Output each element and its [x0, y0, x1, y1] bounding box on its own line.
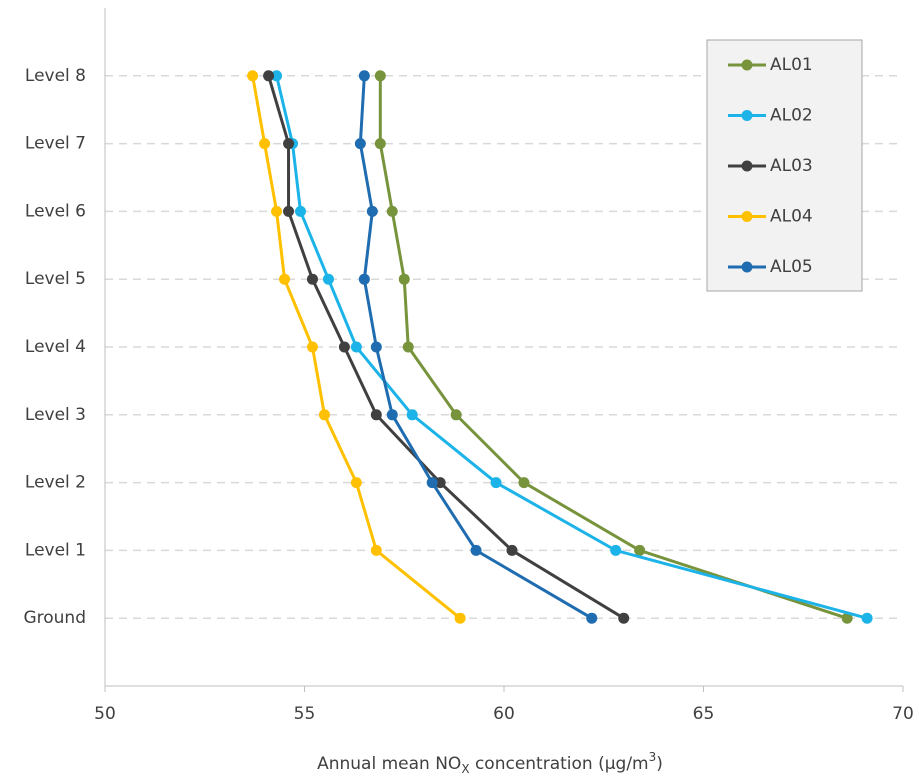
- data-point: [406, 409, 418, 421]
- legend-label: AL05: [770, 257, 813, 277]
- data-point: [634, 544, 646, 556]
- x-tick-label: 60: [493, 704, 515, 724]
- y-tick-label: Level 8: [25, 66, 86, 86]
- data-point: [586, 612, 598, 624]
- data-point: [506, 544, 518, 556]
- legend-label: AL01: [770, 55, 813, 75]
- x-axis-label-part: ): [656, 754, 663, 774]
- legend-label: AL04: [770, 207, 813, 227]
- data-point: [450, 409, 462, 421]
- y-tick-label: Level 1: [25, 540, 86, 560]
- data-point: [306, 341, 318, 353]
- legend-marker: [741, 110, 753, 121]
- x-axis-label-part: Annual mean NO: [317, 754, 461, 774]
- data-point: [434, 477, 446, 489]
- data-point: [861, 612, 873, 624]
- x-axis-label-part: X: [461, 762, 469, 776]
- data-point: [247, 70, 259, 82]
- data-point: [295, 205, 307, 217]
- x-tick-label: 70: [892, 704, 914, 724]
- data-point: [350, 341, 362, 353]
- data-point: [386, 409, 398, 421]
- data-point: [322, 273, 334, 285]
- data-point: [610, 544, 622, 556]
- legend-marker: [741, 59, 753, 71]
- data-point: [354, 138, 366, 150]
- legend-marker: [741, 160, 753, 172]
- data-point: [358, 70, 370, 82]
- data-point: [283, 205, 295, 217]
- data-point: [490, 477, 502, 489]
- data-point: [374, 138, 386, 150]
- data-point: [374, 70, 386, 82]
- legend-label: AL03: [770, 156, 813, 176]
- data-point: [454, 612, 466, 624]
- x-axis-label: Annual mean NOX concentration (µg/m3): [317, 750, 663, 776]
- data-point: [366, 205, 378, 217]
- data-point: [398, 273, 410, 285]
- legend-marker: [741, 211, 753, 222]
- data-point: [306, 273, 318, 285]
- y-tick-label: Level 7: [25, 134, 86, 154]
- data-point: [318, 409, 330, 421]
- data-point: [518, 477, 530, 489]
- data-point: [618, 612, 630, 624]
- x-tick-label: 65: [693, 704, 715, 724]
- data-point: [426, 477, 438, 489]
- data-point: [841, 612, 853, 624]
- y-tick-label: Ground: [23, 608, 86, 628]
- data-point: [386, 205, 398, 217]
- data-point: [271, 205, 283, 217]
- data-point: [271, 70, 283, 82]
- y-tick-label: Level 6: [25, 201, 86, 221]
- y-tick-label: Level 5: [25, 269, 86, 289]
- data-point: [263, 70, 275, 82]
- data-point: [283, 138, 295, 150]
- data-point: [338, 341, 350, 353]
- x-axis-label-part: concentration (µg/m: [470, 754, 649, 774]
- y-tick-label: Level 2: [25, 473, 86, 493]
- data-point: [402, 341, 414, 353]
- legend-label: AL02: [770, 106, 813, 126]
- data-point: [350, 477, 362, 489]
- data-point: [370, 409, 382, 421]
- x-tick-label: 50: [94, 704, 116, 724]
- legend-marker: [741, 261, 753, 273]
- data-point: [470, 544, 482, 556]
- x-tick-label: 55: [294, 704, 316, 724]
- data-point: [259, 138, 271, 150]
- data-point: [370, 544, 382, 556]
- data-point: [358, 273, 370, 285]
- x-axis-label-part: 3: [649, 750, 657, 764]
- y-tick-label: Level 4: [25, 337, 86, 357]
- y-tick-label: Level 3: [25, 405, 86, 425]
- data-point: [370, 341, 382, 353]
- data-point: [279, 273, 291, 285]
